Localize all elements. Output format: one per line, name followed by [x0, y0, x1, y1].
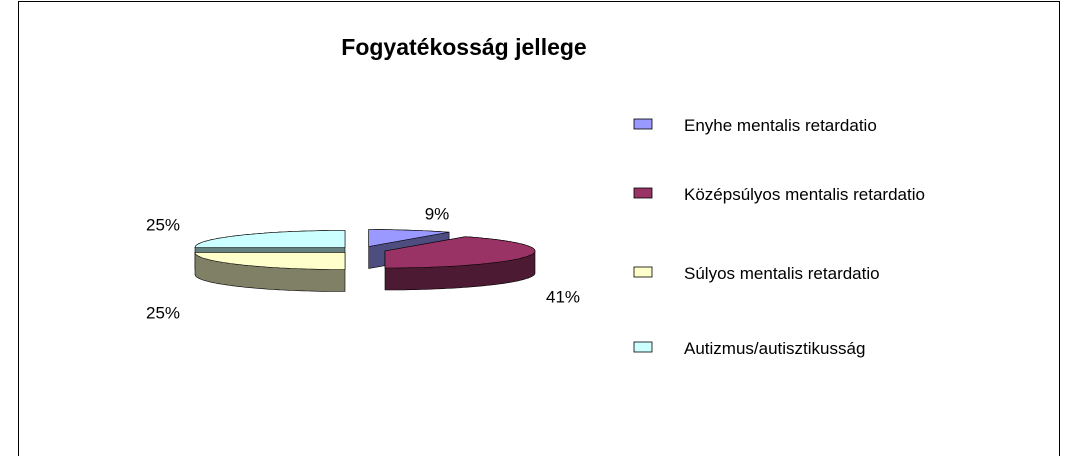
pie-slice — [368, 229, 450, 247]
legend-label: Súlyos mentalis retardatio — [684, 264, 880, 283]
chart-frame — [18, 1, 1060, 456]
legend-label: Enyhe mentalis retardatio — [684, 116, 877, 135]
chart-title: Fogyatékosság jellege — [341, 34, 586, 60]
pie-slice — [194, 230, 346, 248]
data-label: 25% — [146, 215, 180, 234]
pie-slice — [384, 236, 536, 269]
pie-slice — [194, 252, 346, 270]
data-label: 25% — [146, 303, 180, 322]
legend-swatch — [633, 118, 653, 130]
data-label: 9% — [425, 204, 450, 223]
legend-swatch — [633, 341, 653, 353]
legend-label: Középsúlyos mentalis retardatio — [684, 185, 925, 204]
data-label: 41% — [546, 287, 580, 306]
legend-swatch — [633, 187, 653, 199]
legend-swatch — [633, 266, 653, 278]
legend-label: Autizmus/autisztikusság — [684, 339, 866, 358]
